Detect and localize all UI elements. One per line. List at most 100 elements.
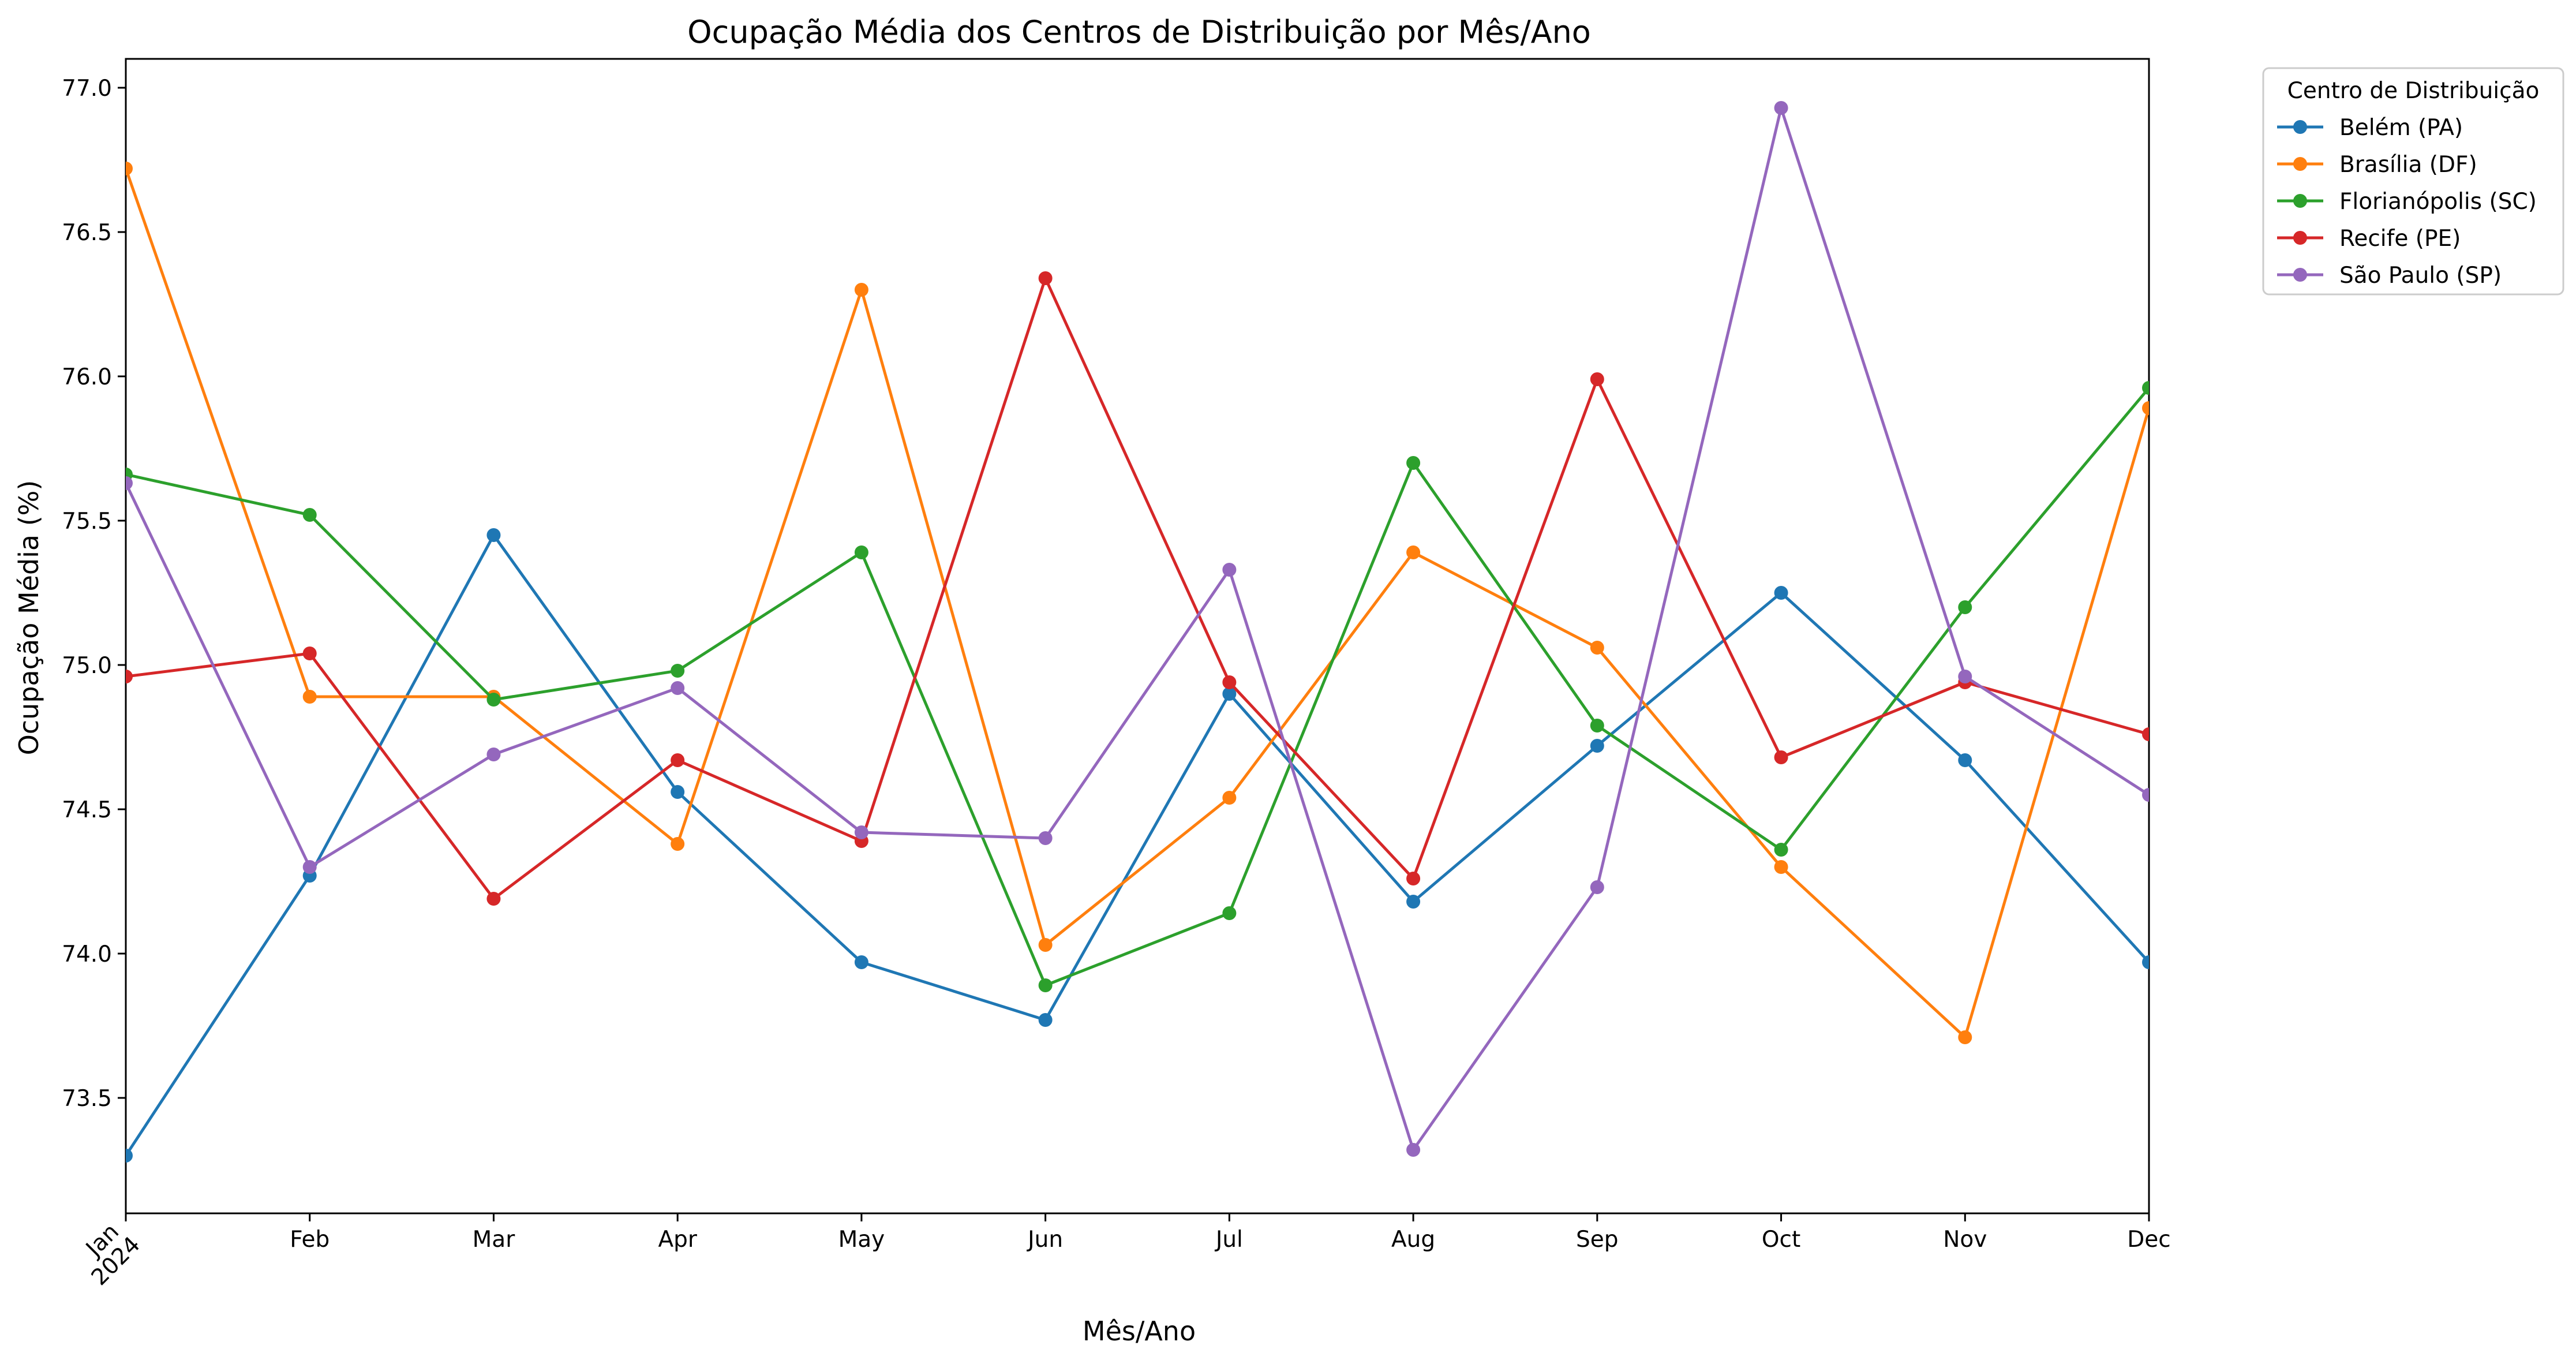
y-tick-label: 77.0	[62, 76, 112, 102]
x-tick-label: Sep	[1576, 1227, 1619, 1253]
data-point	[1406, 456, 1421, 470]
data-point	[302, 860, 317, 874]
plot-area	[125, 58, 2150, 1214]
data-point	[1958, 753, 1972, 767]
legend-marker	[2293, 120, 2307, 134]
x-tick-label: Nov	[1943, 1227, 1987, 1253]
legend-label: Florianópolis (SC)	[2339, 189, 2537, 215]
data-point	[1774, 101, 1788, 115]
data-point	[126, 162, 133, 175]
data-point	[1038, 271, 1053, 285]
data-point	[1222, 906, 1237, 920]
data-point	[2142, 788, 2149, 802]
data-point	[1222, 791, 1237, 805]
y-tick-label: 74.0	[62, 941, 112, 967]
data-point	[1406, 872, 1421, 885]
data-point	[1038, 978, 1053, 992]
data-point	[1038, 938, 1053, 952]
data-point	[2142, 955, 2149, 969]
x-axis-label: Mês/Ano	[1083, 1316, 1196, 1347]
x-tick-label: Mar	[473, 1227, 516, 1253]
data-point	[1590, 372, 1604, 386]
data-point	[1774, 586, 1788, 600]
legend-frame	[2262, 67, 2564, 296]
series-1	[126, 162, 2149, 1044]
y-tick-label: 76.0	[62, 364, 112, 390]
data-point	[1406, 1143, 1421, 1157]
series-2	[126, 381, 2149, 992]
x-tick-label: Feb	[290, 1227, 330, 1253]
data-point	[486, 748, 501, 761]
legend-item: Belém (PA)	[2277, 115, 2463, 141]
y-tick-label: 75.0	[62, 653, 112, 679]
data-point	[302, 647, 317, 660]
legend-item: Florianópolis (SC)	[2277, 189, 2537, 215]
legend-label: Recife (PE)	[2339, 226, 2461, 252]
data-point	[1038, 831, 1053, 845]
data-point	[1406, 895, 1421, 909]
legend-title: Centro de Distribuição	[2287, 78, 2540, 104]
x-tick-label: Dec	[2127, 1227, 2170, 1253]
series-line	[126, 106, 2149, 1152]
data-point	[1038, 1013, 1053, 1027]
data-point	[854, 283, 868, 297]
data-point	[2142, 381, 2149, 395]
series-line	[126, 168, 2149, 1039]
x-tick-label: Apr	[658, 1227, 697, 1253]
data-point	[1590, 641, 1604, 655]
x-tick-label: Jul	[1214, 1227, 1243, 1253]
series-4	[126, 101, 2149, 1157]
data-point	[1590, 739, 1604, 753]
data-point	[1774, 843, 1788, 857]
data-point	[1958, 670, 1972, 683]
x-tick-label: May	[838, 1227, 885, 1253]
y-tick-label: 76.5	[62, 220, 112, 246]
series-line	[126, 533, 2149, 1157]
legend: Centro de Distribuição Belém (PA) Brasíli…	[2262, 67, 2564, 296]
data-point	[126, 476, 133, 490]
y-axis: 73.5 74.0 74.5 75.0 75.5 76.0 76.5 77.0	[62, 76, 126, 1112]
y-axis-label: Ocupação Média (%)	[13, 480, 44, 756]
series-line	[126, 387, 2149, 987]
series-3	[126, 271, 2149, 906]
legend-marker	[2293, 268, 2307, 282]
x-tick-label: Jun	[1026, 1227, 1063, 1253]
data-point	[2142, 401, 2149, 415]
data-point	[126, 670, 133, 683]
y-tick-label: 73.5	[62, 1086, 112, 1112]
legend-item: São Paulo (SP)	[2277, 263, 2502, 289]
data-point	[1406, 545, 1421, 559]
data-point	[1958, 1030, 1972, 1044]
data-point	[1590, 880, 1604, 894]
data-point	[671, 785, 685, 799]
data-point	[126, 1149, 133, 1163]
legend-label: Brasília (DF)	[2339, 152, 2477, 178]
legend-marker	[2293, 231, 2307, 245]
y-tick-label: 75.5	[62, 509, 112, 535]
data-point	[671, 681, 685, 695]
y-tick-label: 74.5	[62, 797, 112, 823]
legend-label: São Paulo (SP)	[2339, 263, 2502, 289]
data-point	[854, 825, 868, 839]
data-point	[854, 545, 868, 559]
data-point	[302, 690, 317, 704]
x-tick-label: Oct	[1762, 1227, 1800, 1253]
data-point	[1774, 860, 1788, 874]
data-point	[302, 508, 317, 522]
data-point	[1958, 600, 1972, 614]
data-point	[1222, 563, 1237, 577]
legend-item: Brasília (DF)	[2277, 152, 2477, 178]
data-point	[2142, 727, 2149, 741]
data-point	[486, 892, 501, 906]
plot-frame	[125, 58, 2150, 1214]
data-point	[1222, 675, 1237, 689]
data-point	[671, 753, 685, 767]
legend-label: Belém (PA)	[2339, 115, 2463, 141]
legend-marker	[2293, 194, 2307, 208]
legend-item: Recife (PE)	[2277, 226, 2461, 252]
data-point	[1590, 719, 1604, 733]
data-point	[854, 955, 868, 969]
data-point	[1774, 750, 1788, 764]
